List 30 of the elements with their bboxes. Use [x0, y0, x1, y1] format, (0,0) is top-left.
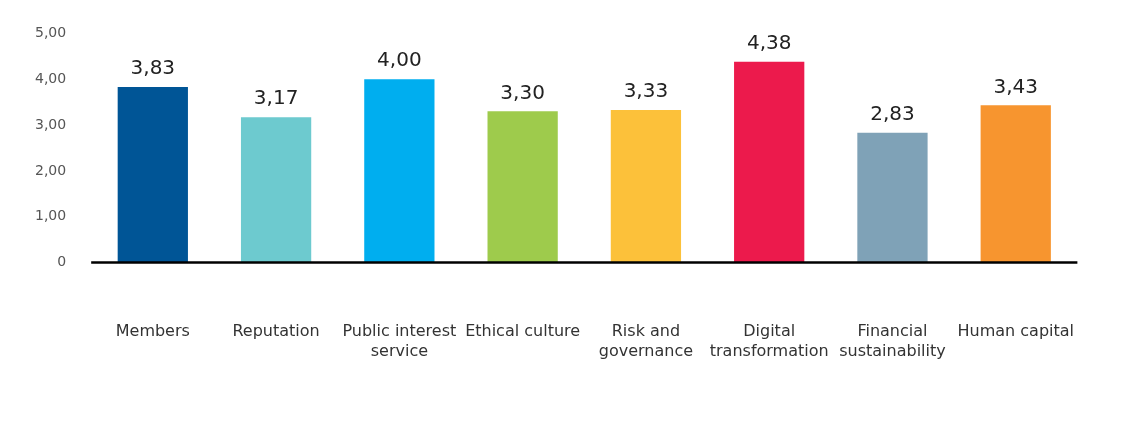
y-tick-label: 3,00 — [35, 115, 67, 132]
bar — [857, 132, 928, 263]
y-tick-label: 0 — [57, 253, 67, 270]
data-label: 4,00 — [377, 47, 422, 72]
data-label: 3,30 — [500, 79, 545, 104]
data-label: 2,83 — [870, 101, 915, 126]
x-tick-label: Financial sustainability — [839, 321, 946, 360]
x-tick-label: Public interest service — [342, 321, 457, 360]
y-tick-label: 5,00 — [35, 24, 67, 41]
x-tick-label: Ethical culture — [465, 321, 581, 341]
bar — [117, 87, 188, 263]
y-tick-label: 4,00 — [35, 69, 67, 86]
data-label: 3,33 — [623, 78, 669, 103]
bar — [364, 79, 435, 263]
x-tick-label: Human capital — [957, 321, 1074, 341]
bar — [487, 111, 558, 263]
x-tick-label: Reputation — [232, 321, 320, 341]
bar — [240, 117, 312, 263]
x-tick-label: Risk and governance — [598, 321, 694, 360]
data-label: 3,43 — [993, 73, 1039, 98]
bar — [980, 105, 1051, 263]
data-label: 3,17 — [253, 85, 299, 110]
bar — [610, 109, 682, 263]
y-tick-label: 2,00 — [35, 161, 67, 178]
data-label: 4,38 — [746, 30, 792, 55]
bar — [734, 61, 805, 263]
x-tick-label: Members — [115, 321, 190, 341]
x-tick-label: Digital transformation — [709, 321, 829, 360]
data-label: 3,83 — [130, 55, 176, 80]
y-tick-label: 1,00 — [35, 207, 67, 224]
